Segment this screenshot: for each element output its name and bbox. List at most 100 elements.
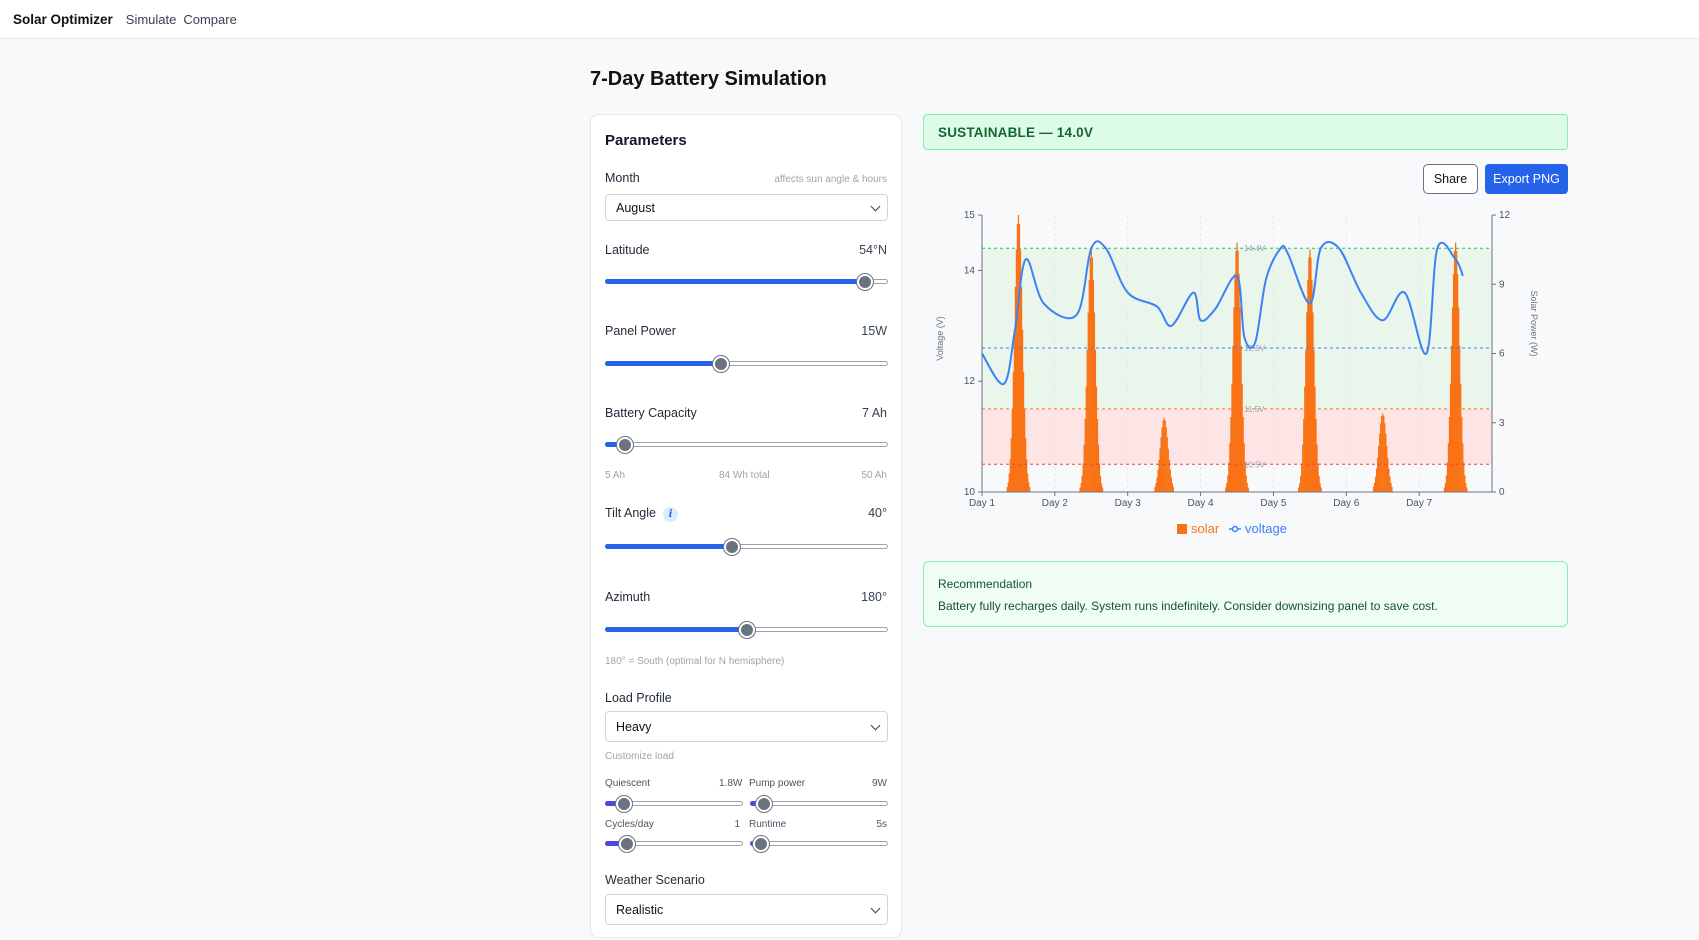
load-profile-label: Load Profile <box>605 691 672 705</box>
solar-bar <box>1459 345 1461 492</box>
nav-link-compare[interactable]: Compare <box>183 11 237 27</box>
panel-power-label: Panel Power <box>605 324 676 338</box>
solar-bar <box>1246 483 1248 492</box>
panel-power-value: 15W <box>861 324 887 338</box>
solar-bar <box>1447 443 1450 492</box>
solar-bar <box>1024 437 1027 492</box>
solar-bar <box>1316 444 1318 492</box>
azimuth-slider[interactable] <box>605 621 888 639</box>
solar-bar <box>1228 462 1230 492</box>
solar-bar <box>1170 477 1172 492</box>
solar-bar <box>1298 487 1300 492</box>
runtime-slider[interactable] <box>750 835 888 853</box>
quiescent-slider-thumb[interactable] <box>616 796 633 812</box>
page-title: 7-Day Battery Simulation <box>590 68 827 90</box>
solar-bar <box>1374 476 1377 492</box>
nav-link-simulate[interactable]: Simulate <box>125 11 177 27</box>
weather-select[interactable]: Realistic <box>605 894 888 925</box>
y-tick-label: 10 <box>964 487 976 498</box>
y-right-axis-label: Solar Power (W) <box>1529 290 1539 356</box>
brand-logo[interactable]: Solar Optimizer <box>13 11 113 27</box>
solar-bar <box>1391 486 1393 492</box>
pump-power-slider-thumb[interactable] <box>755 796 772 812</box>
weather-label: Weather Scenario <box>605 873 705 887</box>
y-axis-label: Voltage (V) <box>935 316 945 361</box>
solar-bar <box>1226 483 1228 492</box>
chevron-down-icon <box>870 903 881 914</box>
chevron-down-icon <box>870 201 881 212</box>
solar-bar <box>1455 250 1458 492</box>
load-profile-select[interactable]: Heavy <box>605 711 888 742</box>
solar-bar <box>1305 349 1307 492</box>
parameters-title: Parameters <box>605 132 687 149</box>
solar-bar <box>1023 408 1026 492</box>
pump-power-label: Pump power <box>749 778 806 789</box>
quiescent-value: 1.8W <box>719 778 743 789</box>
latitude-slider[interactable] <box>605 273 888 291</box>
solar-bar <box>1097 444 1100 492</box>
info-icon[interactable]: i <box>663 507 678 522</box>
y-right-tick-label: 0 <box>1499 487 1505 498</box>
solar-bar <box>1085 386 1087 492</box>
solar-bar <box>1092 279 1095 492</box>
solar-bar <box>1014 286 1017 492</box>
solar-bar <box>1010 437 1012 492</box>
battery-capacity-slider-thumb[interactable] <box>616 437 633 453</box>
solar-bar <box>1100 483 1103 492</box>
panel-power-slider[interactable] <box>605 355 888 373</box>
azimuth-label: Azimuth <box>605 590 651 604</box>
solar-bar <box>1082 463 1084 492</box>
azimuth-hint: 180° = South (optimal for N hemisphere) <box>605 656 785 667</box>
export-png-button[interactable]: Export PNG <box>1485 164 1568 194</box>
quiescent-slider[interactable] <box>605 795 743 813</box>
solar-bar <box>1380 423 1382 492</box>
solar-bar <box>1156 477 1158 492</box>
runtime-slider-thumb[interactable] <box>753 836 770 852</box>
solar-bar <box>1304 386 1306 492</box>
solar-bar <box>1448 416 1451 492</box>
solar-bar <box>1457 273 1459 492</box>
cycles-slider[interactable] <box>605 835 743 853</box>
panel-power-slider-thumb[interactable] <box>713 356 730 372</box>
x-tick-label: Day 6 <box>1333 498 1360 509</box>
cycles-slider-thumb[interactable] <box>619 836 636 852</box>
recommendation-title: Recommendation <box>938 577 1033 591</box>
solar-bar <box>1301 463 1303 492</box>
solar-bar <box>1099 475 1102 492</box>
solar-bar <box>1225 487 1227 492</box>
latitude-slider-thumb[interactable] <box>857 274 874 290</box>
y-tick-label: 14 <box>964 265 976 276</box>
solar-bar <box>1157 469 1159 492</box>
share-button[interactable]: Share <box>1423 164 1478 194</box>
solar-bar <box>1020 286 1023 492</box>
tilt-angle-slider[interactable] <box>605 538 888 556</box>
solar-bar <box>1025 459 1028 492</box>
azimuth-slider-thumb[interactable] <box>738 622 755 638</box>
pump-power-slider[interactable] <box>750 795 888 813</box>
solar-bar <box>1017 215 1020 492</box>
recommendation-text: Battery fully recharges daily. System ru… <box>938 599 1438 613</box>
solar-bar <box>1155 483 1157 492</box>
month-select[interactable]: August <box>605 194 888 221</box>
voltage-line <box>981 240 1464 385</box>
solar-bar <box>1377 457 1379 492</box>
y-tick-label: 12 <box>964 376 976 387</box>
solar-bar <box>1310 257 1312 492</box>
solar-bar <box>1445 475 1448 492</box>
battery-capacity-slider[interactable] <box>605 436 888 454</box>
month-select-value: August <box>616 200 655 215</box>
tilt-angle-slider-thumb[interactable] <box>724 539 741 555</box>
cycles-value: 1 <box>734 819 740 830</box>
legend-voltage-marker <box>1231 525 1239 533</box>
solar-bar <box>1373 482 1376 492</box>
x-tick-label: Day 7 <box>1406 498 1433 509</box>
solar-bar <box>1172 487 1175 492</box>
legend-solar-swatch <box>1177 524 1187 534</box>
solar-bar <box>1009 459 1011 492</box>
solar-bar <box>1227 475 1229 492</box>
solar-bar <box>1378 445 1380 492</box>
top-nav: Solar Optimizer Simulate Compare <box>0 0 1699 39</box>
solar-bar <box>1028 482 1030 492</box>
solar-bar <box>1453 250 1456 492</box>
solar-bar <box>1444 483 1447 492</box>
